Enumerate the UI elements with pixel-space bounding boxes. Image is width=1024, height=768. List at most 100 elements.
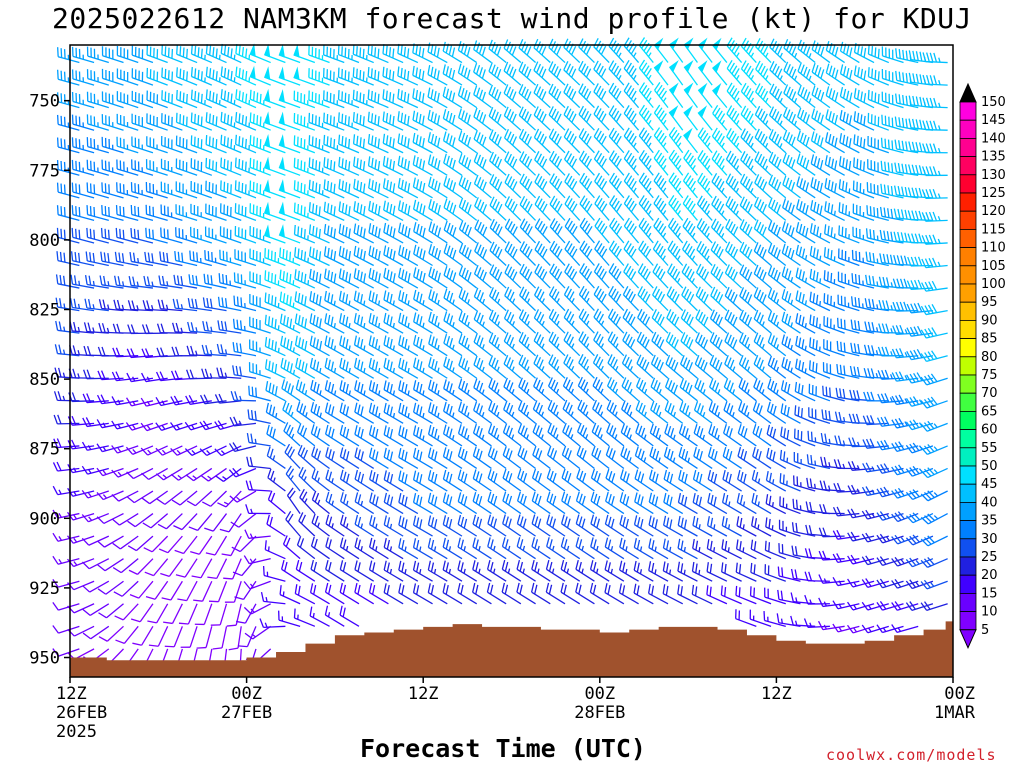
wind-barb [114, 603, 139, 621]
barb-full [60, 160, 63, 171]
barb-shaft [153, 558, 169, 577]
barb-full [74, 252, 77, 262]
barb-half [272, 477, 276, 483]
wind-barb [413, 289, 433, 312]
barb-full [219, 367, 224, 378]
barb-shaft [368, 344, 389, 357]
barb-shaft [353, 120, 374, 131]
barb-shaft [87, 445, 109, 451]
barb-full [511, 113, 517, 124]
barb-full [370, 45, 373, 56]
barb-half [117, 471, 122, 477]
barb-full [287, 405, 293, 415]
wind-barb [324, 605, 345, 627]
barb-full [451, 69, 456, 80]
wind-barb [308, 246, 330, 267]
barb-full [215, 93, 218, 104]
wind-barb [458, 310, 478, 334]
barb-full [383, 470, 387, 480]
barb-full [245, 504, 250, 514]
barb-full [383, 222, 387, 233]
barb-full [541, 113, 547, 123]
barb-half [448, 568, 452, 574]
barb-full [170, 422, 177, 431]
barb-full [71, 392, 77, 402]
barb-full [521, 131, 527, 141]
wind-barb [563, 128, 581, 154]
barb-full [190, 551, 200, 555]
barb-full [385, 45, 388, 56]
barb-full [401, 314, 405, 325]
barb-full [530, 582, 535, 593]
wind-barb [353, 245, 374, 267]
wind-barb [190, 226, 213, 244]
barb-full [549, 493, 554, 504]
barb-shaft [340, 500, 360, 515]
wind-barb [473, 378, 492, 402]
barb-full [431, 201, 435, 211]
barb-shaft [339, 411, 360, 424]
barb-shaft [369, 569, 389, 582]
barb-shaft [369, 501, 389, 515]
barb-full [560, 559, 565, 570]
barb-shaft [323, 76, 345, 86]
barb-shaft [186, 580, 198, 601]
barb-half [422, 435, 425, 441]
wind-barb [398, 402, 419, 424]
wind-barb [338, 290, 360, 312]
wind-barb [487, 423, 507, 447]
wind-barb [488, 62, 507, 86]
wind-barb [279, 291, 301, 312]
barb-shaft [354, 569, 375, 582]
barb-shaft [294, 189, 316, 199]
wind-barb [427, 583, 448, 605]
barb-full [330, 204, 333, 215]
barb-full [359, 181, 363, 192]
barb-full [300, 250, 303, 260]
barb-full [473, 152, 479, 162]
barb-full [389, 271, 393, 281]
barb-shaft [249, 394, 271, 402]
wind-barb [56, 182, 80, 199]
wind-barb [578, 354, 595, 379]
barb-full [342, 292, 345, 303]
barb-full [550, 425, 555, 435]
barb-full [368, 223, 372, 233]
barb-full [225, 274, 228, 285]
barb-full [430, 472, 435, 482]
wind-barb [116, 159, 139, 176]
barb-full [356, 292, 360, 302]
barb-half [87, 445, 92, 450]
wind-barb [82, 417, 109, 428]
barb-full [503, 332, 509, 342]
barb-full [392, 250, 396, 261]
barb-half [348, 345, 351, 351]
barb-full [337, 90, 340, 100]
barb-full [476, 335, 481, 345]
barb-full [201, 501, 211, 507]
barb-shaft [383, 344, 404, 357]
barb-full [386, 179, 389, 190]
barb-full [475, 562, 479, 572]
barb-full [265, 381, 269, 391]
barb-full [473, 355, 478, 366]
barb-full [337, 112, 340, 122]
barb-shaft [116, 422, 139, 430]
barb-shaft [234, 281, 257, 289]
barb-full [383, 335, 387, 345]
wind-barb [52, 532, 80, 542]
barb-half [481, 434, 485, 440]
barb-full [289, 449, 295, 459]
barb-shaft [413, 501, 433, 515]
barb-full [461, 267, 466, 278]
barb-full [338, 134, 341, 145]
barb-full [386, 472, 391, 482]
wind-barb [561, 468, 581, 492]
barb-full [244, 138, 247, 149]
barb-shaft [223, 467, 242, 482]
barb-full [164, 645, 175, 648]
barb-full [327, 584, 332, 595]
wind-barb [488, 107, 507, 131]
barb-full [386, 247, 390, 257]
barb-full [430, 539, 435, 550]
